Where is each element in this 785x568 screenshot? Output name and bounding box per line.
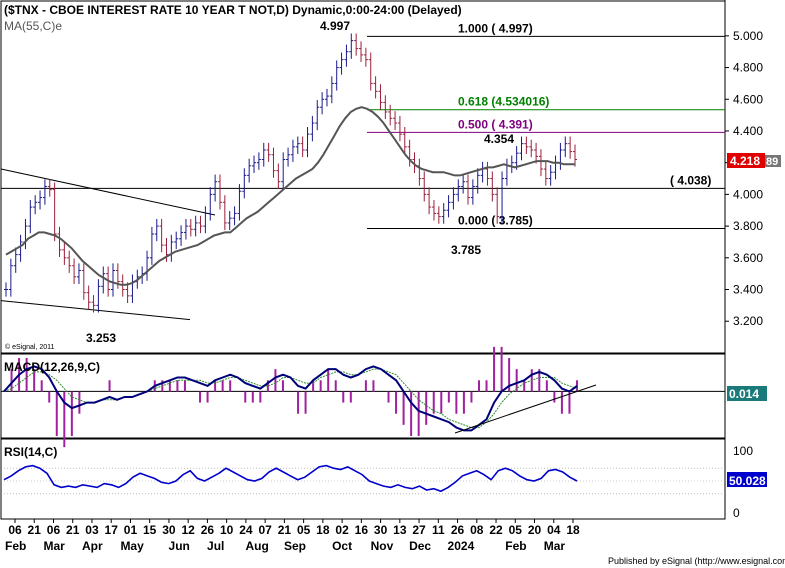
price-tick-label: 3.200 bbox=[733, 314, 763, 328]
x-day-label: 06 bbox=[47, 523, 61, 537]
x-month-label: Aug bbox=[246, 539, 269, 553]
price-annotation: 3.785 bbox=[451, 243, 481, 257]
trendline-upper bbox=[0, 168, 216, 216]
price-tick-label: 3.400 bbox=[733, 283, 763, 297]
x-day-label: 07 bbox=[258, 523, 272, 537]
x-day-label: 18 bbox=[316, 523, 330, 537]
price-annotation: 4.997 bbox=[320, 19, 350, 33]
price-annotation: 4.354 bbox=[484, 132, 514, 146]
support-label: ( 4.038) bbox=[670, 173, 711, 187]
x-month-label: Feb bbox=[5, 539, 26, 553]
x-month-label: Feb bbox=[505, 539, 526, 553]
price-tick-label: 4.400 bbox=[733, 124, 763, 138]
macd-value-badge bbox=[727, 386, 767, 401]
x-day-label: 17 bbox=[105, 523, 119, 537]
price-tick-label: 4.000 bbox=[733, 187, 763, 201]
macd-line bbox=[3, 365, 578, 432]
last-price-badge bbox=[727, 153, 765, 168]
x-month-label: Jun bbox=[169, 539, 190, 553]
x-month-label: Mar bbox=[544, 539, 566, 553]
x-day-label: 05 bbox=[297, 523, 311, 537]
x-month-label: Apr bbox=[82, 539, 103, 553]
x-day-label: 21 bbox=[278, 523, 292, 537]
x-month-label: May bbox=[120, 539, 144, 553]
rsi-tick-label: 0 bbox=[733, 506, 740, 520]
x-day-label: 21 bbox=[28, 523, 42, 537]
ma-label: MA(55,C)e bbox=[4, 19, 62, 33]
rsi-value: 50.028 bbox=[729, 474, 766, 488]
price-tick-label: 3.600 bbox=[733, 251, 763, 265]
x-day-label: 04 bbox=[547, 523, 561, 537]
price-tick-label: 5.000 bbox=[733, 29, 763, 43]
x-month-label: Oct bbox=[332, 539, 352, 553]
x-day-label: 10 bbox=[220, 523, 234, 537]
macd-layer bbox=[1, 346, 725, 448]
price-annotation: 3.253 bbox=[86, 331, 116, 345]
macd-value: 0.014 bbox=[729, 387, 759, 401]
x-month-label: Sep bbox=[284, 539, 306, 553]
x-day-label: 26 bbox=[451, 523, 465, 537]
macd-trendline bbox=[454, 384, 597, 434]
rsi-value-badge bbox=[727, 472, 767, 487]
x-day-label: 13 bbox=[393, 523, 407, 537]
x-day-label: 01 bbox=[124, 523, 138, 537]
x-day-label: 27 bbox=[412, 523, 426, 537]
x-day-label: 24 bbox=[239, 523, 253, 537]
x-month-label: Jul bbox=[207, 539, 224, 553]
x-day-label: 16 bbox=[355, 523, 369, 537]
x-day-label: 02 bbox=[335, 523, 349, 537]
x-month-label: 2024 bbox=[448, 539, 475, 553]
rsi-line bbox=[3, 464, 578, 493]
x-day-label: 11 bbox=[432, 523, 445, 537]
rsi-layer: 100 0 bbox=[1, 444, 753, 520]
x-day-label: 21 bbox=[66, 523, 80, 537]
x-day-label: 22 bbox=[489, 523, 503, 537]
last-price-suffix: 89 bbox=[766, 156, 778, 168]
price-layer: 5.0004.8004.6004.4004.2004.0003.8003.600… bbox=[0, 19, 763, 345]
chart-title: ($TNX - CBOE INTEREST RATE 10 YEAR T NOT… bbox=[4, 3, 462, 17]
rsi-panel-frame bbox=[0, 438, 726, 520]
x-month-label: Dec bbox=[409, 539, 431, 553]
x-month-label: Nov bbox=[371, 539, 394, 553]
fib-level-label: 0.500 ( 4.391) bbox=[458, 117, 533, 131]
x-day-label: 05 bbox=[509, 523, 523, 537]
last-price-value: 4.218 bbox=[730, 154, 760, 168]
x-day-label: 03 bbox=[85, 523, 99, 537]
axis-layer: 06 21 06 21 03 17 01 15 30 12 26 10 24 07 21 05 18 02 16 30… bbox=[5, 519, 580, 553]
x-day-label: 30 bbox=[162, 523, 176, 537]
rsi-tick-label: 100 bbox=[733, 444, 753, 458]
price-tick-label: 4.800 bbox=[733, 61, 763, 75]
ma-line bbox=[5, 106, 575, 286]
copyright-note: © eSignal, 2011 bbox=[5, 343, 55, 351]
last-price-suffix-box bbox=[765, 155, 781, 167]
x-day-label: 12 bbox=[181, 523, 195, 537]
price-panel-frame bbox=[0, 0, 726, 354]
macd-label: MACD(12,26,9,C) bbox=[4, 360, 100, 374]
x-day-label: 30 bbox=[374, 523, 388, 537]
x-day-label: 18 bbox=[566, 523, 580, 537]
publisher-footer: Published by eSignal (http://www.esignal… bbox=[608, 556, 785, 566]
fib-level-label: 0.618 (4.534016) bbox=[458, 95, 549, 109]
x-day-label: 20 bbox=[528, 523, 542, 537]
fib-level-label: 1.000 ( 4.997) bbox=[458, 21, 533, 35]
x-day-label: 26 bbox=[201, 523, 215, 537]
fib-level-label: 0.000 ( 3.785) bbox=[458, 213, 533, 227]
trendline-lower bbox=[0, 300, 191, 321]
x-day-label: 15 bbox=[143, 523, 157, 537]
x-day-label: 06 bbox=[8, 523, 22, 537]
x-day-label: 08 bbox=[470, 523, 484, 537]
price-tick-label: 4.600 bbox=[733, 92, 763, 106]
x-month-label: Mar bbox=[43, 539, 65, 553]
rsi-label: RSI(14,C) bbox=[4, 445, 57, 459]
price-tick-label: 3.800 bbox=[733, 219, 763, 233]
